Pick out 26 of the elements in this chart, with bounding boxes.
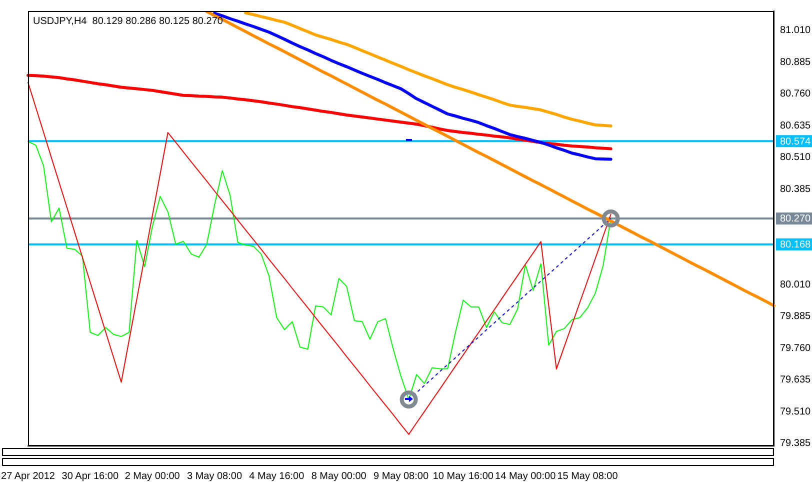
x-tick-label: 27 Apr 2012 [1,470,56,482]
x-tick-label: 10 May 16:00 [432,470,494,482]
y-tick-label: 81.010 [780,25,812,36]
y-tick-label: 80.010 [780,279,812,290]
y-tick-label: 79.885 [780,311,812,322]
x-tick-label: 8 May 00:00 [311,470,367,482]
x-tick-label: 15 May 08:00 [557,470,618,482]
x-tick-label: 9 May 08:00 [373,470,429,482]
y-tick-label: 80.635 [780,120,812,132]
y-tick-label: 79.635 [780,374,812,386]
y-tick-label: 80.385 [780,184,812,195]
y-tick-label: 79.510 [780,406,812,418]
y-tick-label: 80.760 [780,88,812,100]
x-tick-label: 30 Apr 16:00 [62,470,119,482]
x-tick-label: 4 May 16:00 [249,470,305,482]
ref-line-label: 80.270 [780,214,812,225]
y-tick-label: 79.385 [780,438,812,450]
x-tick-label: 14 May 00:00 [495,470,556,482]
y-tick-label: 80.510 [780,152,812,164]
y-tick-label: 79.760 [780,342,812,354]
y-tick-label: 80.885 [780,56,812,68]
text: USDJPY,H4 80.129 80.286 80.125 80.270 [33,16,224,27]
ref-line-label: 80.574 [780,136,812,148]
ref-line-label: 80.168 [780,240,812,251]
x-tick-label: 3 May 08:00 [186,470,242,482]
x-tick-label: 2 May 00:00 [124,470,180,482]
